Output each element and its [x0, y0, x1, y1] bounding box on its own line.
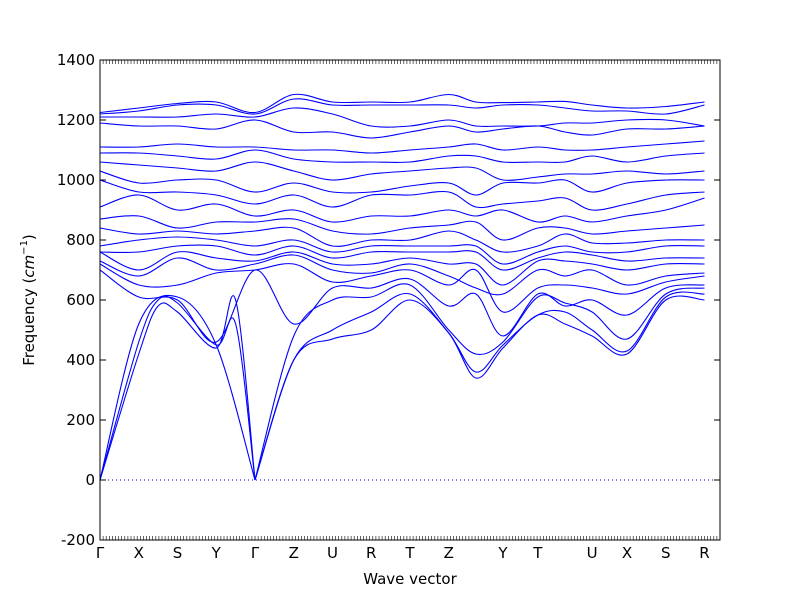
y-tick-label: 200 [66, 411, 95, 429]
y-tick-label: 400 [66, 351, 95, 369]
y-tick-label: 600 [66, 291, 95, 309]
band-line-12 [100, 236, 705, 265]
x-tick-label: T [532, 544, 543, 562]
x-tick-label: Γ [251, 544, 260, 562]
band-line-8 [100, 263, 705, 313]
band-line-16 [100, 179, 705, 211]
band-line-20 [100, 140, 705, 154]
band-line-22 [100, 107, 705, 128]
x-tick-label: Y [211, 544, 222, 562]
band-line-15 [100, 194, 705, 223]
band-line-10 [100, 251, 705, 286]
plot-frame [99, 59, 721, 541]
y-axis-label-close: ) [20, 234, 38, 240]
x-tick-label: R [366, 544, 376, 562]
band-line-17 [100, 170, 705, 196]
band-line-1 [100, 295, 256, 481]
band-lines [100, 93, 705, 481]
band-line-2 [100, 295, 256, 481]
band-line-13 [100, 226, 705, 253]
y-axis-ticks: -200 0 200 400 600 800 1000 1200 1400 [57, 51, 720, 549]
band-line-7 [100, 269, 705, 343]
band-line-6 [254, 283, 705, 481]
x-tick-label: Γ [96, 544, 105, 562]
x-tick-label: S [661, 544, 671, 562]
y-tick-label: 1400 [57, 51, 95, 69]
y-tick-label: 1200 [57, 111, 95, 129]
y-tick-label: 1000 [57, 171, 95, 189]
band-line-9 [100, 254, 705, 296]
y-tick-label: 800 [66, 231, 95, 249]
y-axis-label-text: Frequency ( [20, 278, 38, 366]
plot-area [100, 93, 720, 481]
y-tick-label: 0 [85, 471, 95, 489]
band-line-3 [100, 294, 256, 481]
y-axis-label-unit: cm [20, 255, 38, 278]
x-tick-label: X [622, 544, 632, 562]
y-axis-label-exponent: −1 [19, 240, 30, 255]
band-line-21 [100, 119, 705, 139]
band-line-19 [100, 149, 705, 163]
x-tick-label: T [404, 544, 415, 562]
x-tick-label: R [699, 544, 709, 562]
y-tick-label: -200 [61, 531, 95, 549]
band-line-14 [100, 215, 705, 241]
y-axis-label: Frequency (cm−1) [19, 234, 38, 366]
band-line-5 [254, 291, 705, 481]
x-tick-label: U [327, 544, 338, 562]
x-tick-label: Z [444, 544, 454, 562]
x-tick-label: U [587, 544, 598, 562]
band-line-18 [100, 161, 705, 181]
band-line-4 [254, 295, 705, 481]
x-tick-label: S [173, 544, 183, 562]
band-line-23 [100, 98, 705, 115]
x-tick-label: X [134, 544, 144, 562]
band-line-11 [100, 244, 705, 271]
x-axis-label: Wave vector [363, 570, 457, 588]
x-tick-label: Z [289, 544, 299, 562]
x-tick-label: Y [497, 544, 508, 562]
band-line-24 [100, 93, 705, 114]
